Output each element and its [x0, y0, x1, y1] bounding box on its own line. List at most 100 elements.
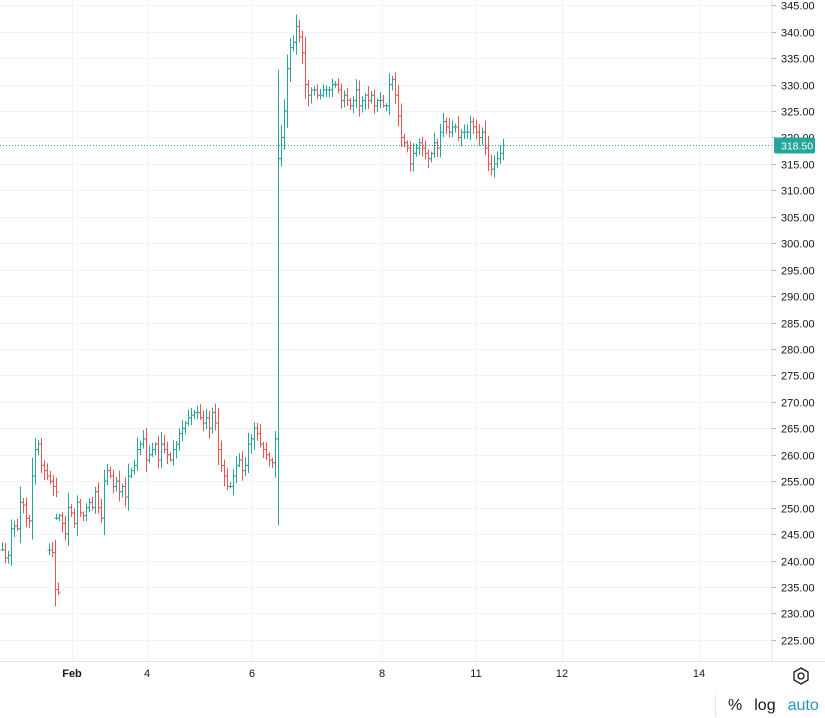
ohlc-bar: [108, 466, 113, 479]
y-tick-label: 310.00: [781, 186, 815, 198]
y-tick-label: 280.00: [781, 345, 815, 357]
ohlc-bar: [243, 457, 248, 477]
ohlc-bar: [498, 145, 503, 164]
ohlc-series: [0, 14, 506, 607]
ohlc-bar: [9, 519, 14, 566]
ohlc-bar: [81, 511, 86, 522]
ohlc-bar: [396, 84, 401, 127]
ohlc-bar: [330, 78, 335, 98]
ohlc-bar: [138, 441, 143, 456]
ohlc-bar: [411, 143, 416, 172]
x-tick-label: 6: [249, 668, 255, 680]
ohlc-bar: [420, 137, 425, 157]
ohlc-bar: [423, 140, 428, 160]
y-tick-label: 340.00: [781, 28, 815, 40]
ohlc-bar: [60, 512, 65, 533]
ohlc-bar: [171, 440, 176, 466]
ohlc-bar: [120, 483, 125, 498]
ohlc-bar: [225, 468, 230, 491]
ohlc-bar: [36, 439, 41, 455]
ohlc-bar: [327, 86, 332, 98]
ohlc-bar: [135, 437, 140, 471]
ohlc-bar: [501, 138, 506, 161]
ohlc-bar: [312, 86, 317, 96]
x-tick-label: 8: [379, 668, 385, 680]
ohlc-bar: [129, 467, 134, 478]
ohlc-bar: [48, 471, 53, 485]
ohlc-bar: [363, 93, 368, 110]
ohlc-bar: [66, 492, 71, 546]
ohlc-bar: [63, 515, 68, 541]
percent-scale-button[interactable]: %: [728, 697, 743, 714]
ohlc-bar: [3, 543, 8, 564]
y-tick-label: 260.00: [781, 451, 815, 463]
ohlc-bar: [453, 123, 458, 133]
ohlc-bar: [51, 475, 56, 496]
y-tick-label: 335.00: [781, 54, 815, 66]
x-tick-label: Feb: [62, 668, 82, 680]
log-scale-button[interactable]: log: [754, 697, 776, 714]
ohlc-bar: [53, 539, 58, 607]
ohlc-bar: [54, 513, 59, 520]
ohlc-bar: [474, 119, 479, 139]
toolbar-divider: [715, 695, 716, 717]
ohlc-bar: [45, 463, 50, 480]
last-price-tag-bg: [774, 137, 815, 154]
ohlc-bar: [495, 151, 500, 168]
ohlc-bar: [303, 37, 308, 99]
ohlc-bar: [126, 463, 131, 511]
ohlc-bar: [228, 481, 233, 489]
ohlc-bar: [210, 407, 215, 434]
y-tick-label: 240.00: [781, 557, 815, 569]
y-axis[interactable]: 345.00340.00335.00330.00325.00320.00315.…: [771, 0, 815, 661]
ohlc-bar: [222, 459, 227, 487]
y-tick-label: 295.00: [781, 266, 815, 278]
y-tick-label: 305.00: [781, 213, 815, 225]
chart-grid: [0, 0, 772, 661]
ohlc-bar: [47, 543, 52, 556]
ohlc-bar: [315, 84, 320, 100]
ohlc-bar: [321, 84, 326, 98]
ohlc-bar: [288, 38, 293, 82]
ohlc-bar: [351, 96, 356, 114]
ohlc-bar: [24, 497, 29, 528]
y-tick-label: 250.00: [781, 504, 815, 516]
scale-options-bar: % log auto: [715, 694, 825, 718]
ohlc-bar: [50, 541, 55, 557]
ohlc-bar: [318, 88, 323, 100]
auto-scale-button[interactable]: auto: [787, 697, 819, 714]
ohlc-bar: [114, 476, 119, 492]
y-tick-label: 315.00: [781, 160, 815, 172]
ohlc-bar: [342, 90, 347, 108]
y-tick-label: 255.00: [781, 477, 815, 489]
x-tick-label: 12: [556, 668, 568, 680]
last-price-label: 318.50: [781, 141, 813, 153]
ohlc-bar: [189, 407, 194, 426]
ohlc-bar: [21, 498, 26, 514]
ohlc-bar: [165, 441, 170, 465]
ohlc-bar: [273, 431, 278, 478]
ohlc-bar: [369, 90, 374, 104]
y-tick-label: 330.00: [781, 81, 815, 93]
ohlc-bar: [56, 582, 61, 596]
ohlc-bar: [465, 124, 470, 139]
ohlc-bar: [417, 138, 422, 156]
ohlc-bar: [117, 470, 122, 502]
ohlc-bar: [372, 89, 377, 114]
ohlc-bar: [159, 432, 164, 469]
chart-settings-button[interactable]: [788, 663, 814, 689]
ohlc-bar: [99, 498, 104, 523]
x-axis[interactable]: Feb 4 6 8 11 12 14: [0, 661, 825, 681]
x-tick-label: 11: [470, 668, 481, 680]
ohlc-bar: [231, 469, 236, 496]
ohlc-bar: [339, 83, 344, 109]
y-tick-label: 300.00: [781, 239, 815, 251]
ohlc-bar: [156, 435, 161, 469]
ohlc-bar: [180, 420, 185, 442]
ohlc-bar: [33, 438, 38, 485]
y-tick-label: 325.00: [781, 107, 815, 119]
gear-icon: [793, 667, 809, 685]
ohlc-bar: [297, 19, 302, 43]
last-price-tag: 318.50: [774, 137, 815, 154]
